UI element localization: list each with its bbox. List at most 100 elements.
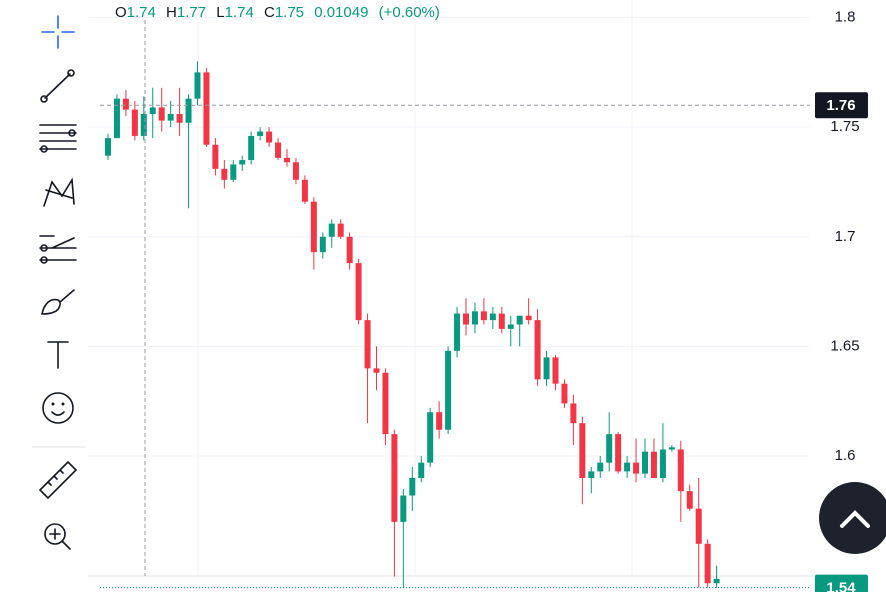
legend-value: 1.74: [127, 4, 156, 21]
candle-body: [230, 164, 237, 180]
candle-body: [105, 138, 111, 156]
trend-line-tool[interactable]: [40, 69, 75, 103]
candle-body: [301, 179, 308, 202]
candle-body: [319, 236, 326, 253]
candle-body: [221, 168, 228, 180]
candle-body: [713, 578, 720, 584]
candle-body: [337, 223, 344, 237]
candle-body: [454, 313, 461, 351]
y-tick-label: 1.6: [835, 447, 856, 464]
candle-body: [176, 114, 183, 123]
candle-body: [140, 114, 147, 136]
candle-body: [418, 462, 425, 478]
candle-body: [471, 311, 478, 325]
last-price-box: [815, 574, 868, 592]
crosshair-price-box: [815, 92, 868, 119]
candle-body: [364, 320, 371, 369]
fib-tool[interactable]: [39, 124, 77, 153]
candle-body: [194, 72, 201, 99]
candle-body: [409, 477, 416, 496]
candle-body: [561, 383, 568, 404]
legend-label: H: [166, 4, 177, 21]
candle-body: [310, 201, 317, 253]
candle-body: [534, 320, 541, 380]
candle-body: [677, 449, 684, 492]
candle-body: [489, 313, 496, 321]
candle-body: [436, 412, 443, 430]
last-price-label: 1.54: [826, 580, 856, 592]
candle-body: [525, 315, 532, 321]
forecast-tool[interactable]: [39, 235, 77, 264]
legend-change: 0.01049: [314, 4, 368, 21]
scroll-button[interactable]: [819, 482, 886, 554]
candle-body: [695, 508, 702, 544]
candle-body: [355, 263, 362, 321]
brush-tool[interactable]: [41, 289, 75, 315]
candle-body: [498, 313, 505, 329]
legend-label: O: [115, 4, 127, 21]
candle-body: [266, 131, 273, 143]
plot: 1.8 1.75 1.7 1.65 1.6 1.76 1.54: [88, 0, 868, 592]
candle-body: [158, 107, 165, 121]
candle-body: [400, 495, 407, 522]
zoom-tool[interactable]: [44, 523, 71, 550]
ruler-tool[interactable]: [38, 460, 78, 500]
candle-body: [597, 462, 604, 472]
pattern-tool[interactable]: [43, 177, 75, 207]
y-tick-label: 1.7: [835, 228, 856, 245]
candle-body: [552, 357, 559, 384]
candle-body: [257, 131, 264, 136]
candle-body: [516, 315, 523, 325]
candle-body: [445, 350, 452, 430]
candle-body: [507, 324, 514, 329]
candle-body: [149, 107, 156, 115]
candle-body: [668, 447, 675, 450]
y-tick-label: 1.65: [830, 337, 859, 354]
candle-body: [543, 357, 550, 380]
candle-body: [624, 462, 631, 472]
legend-label: L: [216, 4, 224, 21]
candle-body: [650, 451, 657, 478]
text-tool[interactable]: [47, 341, 69, 369]
candle-body: [382, 372, 389, 435]
legend-value: 1.75: [275, 4, 304, 21]
crosshair-price-label: 1.76: [826, 97, 855, 114]
candle-body: [480, 311, 487, 321]
candle-body: [239, 160, 246, 165]
toolbar: [32, 15, 85, 550]
legend-label: C: [264, 4, 275, 21]
candle-body: [570, 403, 577, 424]
candle-body: [642, 451, 648, 474]
candle-body: [704, 543, 711, 584]
candle-body: [212, 144, 219, 169]
crosshair-tool[interactable]: [41, 15, 75, 49]
emoji-tool[interactable]: [42, 392, 74, 424]
candle-body: [185, 98, 192, 123]
candle-body: [113, 98, 120, 139]
candle-body: [686, 491, 693, 509]
candle-body: [373, 368, 380, 373]
candle-body: [463, 313, 469, 325]
candle-body: [284, 157, 290, 163]
legend-value: 1.77: [177, 4, 206, 21]
candle-body: [391, 434, 398, 522]
candle-body: [615, 434, 622, 472]
candle-body: [633, 462, 640, 474]
candle-body: [606, 434, 613, 463]
legend-change-pct: (+0.60%): [379, 4, 440, 21]
y-tick-label: 1.75: [830, 118, 859, 135]
y-tick-label: 1.8: [835, 9, 856, 26]
candle-body: [328, 223, 335, 237]
legend-value: 1.74: [225, 4, 254, 21]
candle-body: [659, 449, 666, 478]
candle-body: [292, 162, 299, 180]
candle-body: [346, 236, 353, 264]
candle-body: [167, 114, 174, 121]
candle-body: [588, 471, 595, 478]
candle-body: [427, 412, 434, 463]
candle-body: [203, 72, 210, 145]
candle-body: [131, 109, 138, 136]
candle-body: [579, 423, 586, 478]
ohlc-legend: O1.74 H1.77 L1.74 C1.75 0.01049 (+0.60%): [115, 4, 440, 21]
